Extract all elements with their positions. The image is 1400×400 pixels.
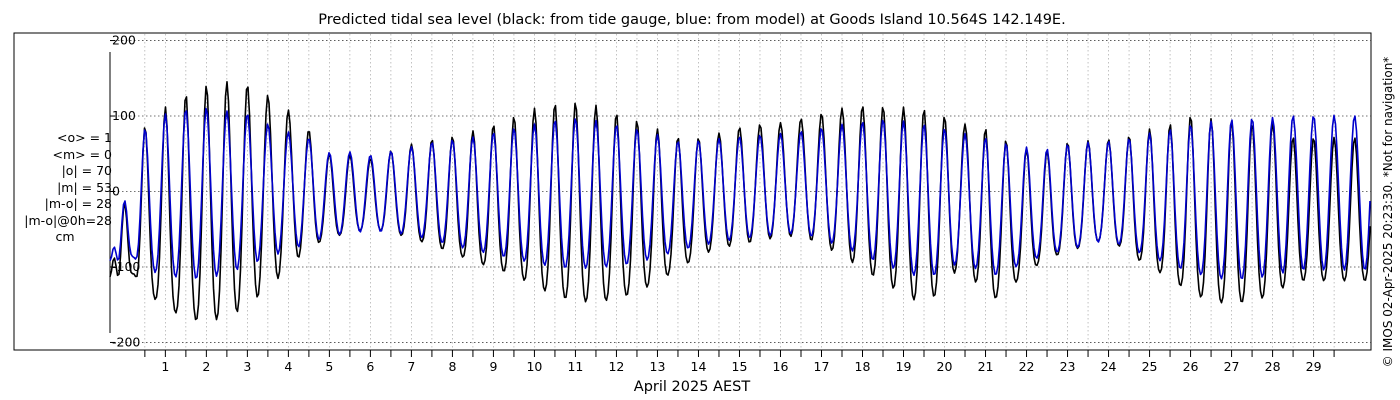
stat-abs-observed: |o| = 70 <box>61 163 112 178</box>
x-tick-label: 16 <box>773 359 789 374</box>
series-line <box>109 81 1371 321</box>
y-tick-label: -200 <box>112 334 140 349</box>
y-tick-label: 0 <box>112 184 120 199</box>
x-tick-label: 11 <box>567 359 583 374</box>
x-tick-label: 14 <box>691 359 707 374</box>
x-tick-label: 24 <box>1101 359 1117 374</box>
stat-abs-diff-0h: |m-o|@0h=28 <box>24 212 112 228</box>
x-tick-label: 15 <box>732 359 748 374</box>
x-tick-label: 5 <box>325 359 333 374</box>
x-tick-label: 4 <box>284 359 292 374</box>
copyright-note: © IMOS 02-Apr-2025 20:23:30. *Not for na… <box>1381 56 1395 368</box>
x-tick-label: 8 <box>448 359 456 374</box>
chart-title: Predicted tidal sea level (black: from t… <box>318 12 1065 28</box>
x-tick-label: 20 <box>937 359 953 374</box>
x-tick-label: 1 <box>161 359 169 374</box>
x-tick-label: 25 <box>1142 359 1158 374</box>
x-tick-label: 22 <box>1019 359 1035 374</box>
grid <box>110 34 1371 349</box>
series-line <box>109 107 1371 280</box>
x-tick-label: 6 <box>366 359 374 374</box>
x-tick-label: 26 <box>1183 359 1199 374</box>
stat-abs-model: |m| = 53 <box>57 179 112 195</box>
x-tick-label: 10 <box>526 359 542 374</box>
x-axis-ticks: 1 2 3 4 5 6 7 8 9 10 11 12 13 14 15 16 17 18 19 20 21 22 23 24 2… <box>144 350 1335 374</box>
x-tick-label: 12 <box>608 359 624 374</box>
x-tick-label: 19 <box>896 359 912 374</box>
x-tick-label: 9 <box>489 359 497 374</box>
x-tick-label: 23 <box>1060 359 1076 374</box>
x-tick-label: 21 <box>978 359 994 374</box>
x-tick-label: 2 <box>202 359 210 374</box>
x-axis-label: April 2025 AEST <box>634 379 751 395</box>
stat-mean-model: <m> = 0 <box>52 146 113 162</box>
stat-mean-observed: <o> = 1 <box>57 130 112 145</box>
y-tick-label: 200 <box>112 33 136 48</box>
y-tick-label: 100 <box>112 108 136 123</box>
x-tick-label: 13 <box>650 359 666 374</box>
x-tick-label: 28 <box>1265 359 1281 374</box>
stat-abs-diff: |m-o| = 28 <box>44 196 112 211</box>
x-tick-label: 17 <box>814 359 830 374</box>
series-group <box>109 81 1371 321</box>
stats-panel: <o> = 1 <m> = 0 |o| = 70 |m| = 53 |m-o| … <box>0 130 112 246</box>
stat-unit: cm <box>55 229 75 244</box>
x-tick-label: 27 <box>1224 359 1240 374</box>
x-tick-label: 3 <box>243 359 251 374</box>
x-tick-label: 18 <box>855 359 871 374</box>
x-tick-label: 7 <box>407 359 415 374</box>
x-tick-label: 29 <box>1306 359 1322 374</box>
